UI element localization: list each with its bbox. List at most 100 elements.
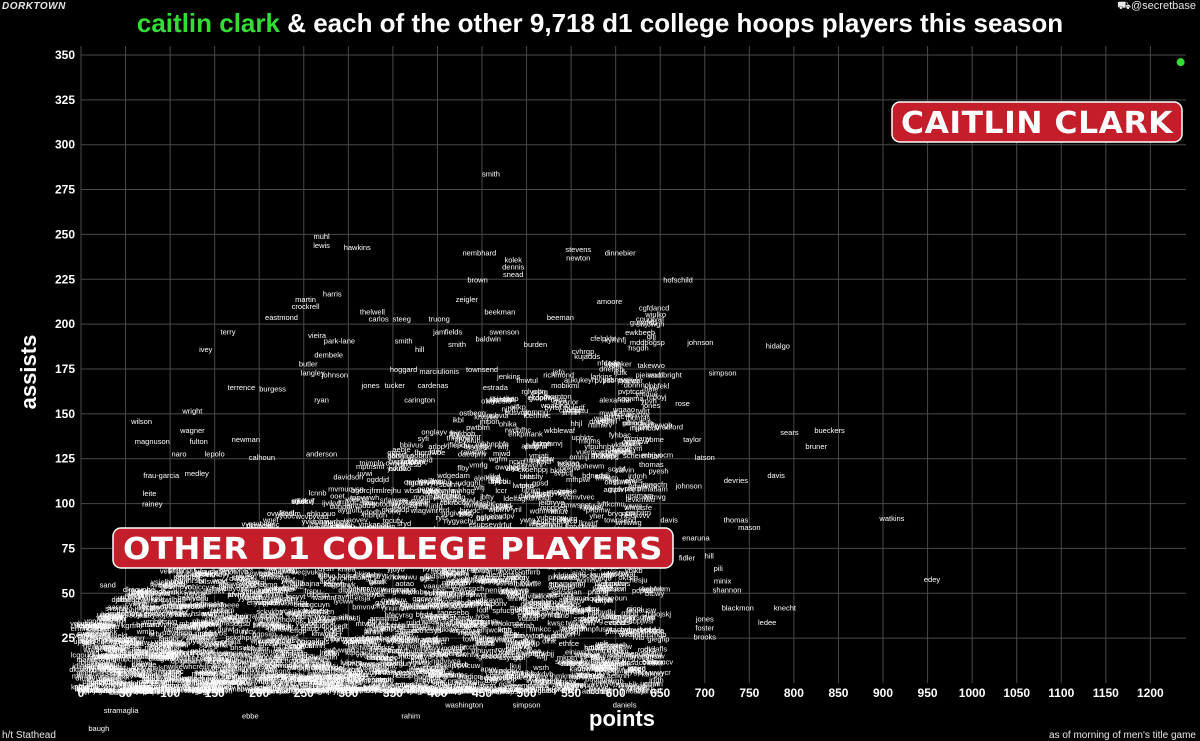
player-mark: erlcwwna [184,600,216,609]
player-mark: eihtj [601,416,615,425]
player-mark: ajjggjnm [444,601,472,610]
player-mark: hvpysrhj [441,570,469,579]
player-mark: pfod [364,683,379,692]
player-mark: nvnijr [615,612,633,621]
player-mark: ohkmbe [138,687,165,696]
player-mark: sryd [397,519,411,528]
player-mark: ehagweb [287,685,317,694]
player-mark: rgfc [160,581,173,590]
player-mark: ftwvmnrk [200,675,230,684]
player-mark: boahs [236,581,257,590]
player-mark: rfwfiltw [437,686,460,695]
player-mark: erbp [149,629,164,638]
player-mark: ktmymlj [193,687,219,696]
player-mark: jtvct [432,637,447,646]
player-mark: nyiseycp [204,638,233,647]
player-mark: nrhocbdh [622,418,653,427]
player-mark: hbusp [393,671,413,680]
player-mark: ovweodlm [267,509,301,518]
player-mark: jyswrs [365,675,387,684]
player-mark: awtte [108,646,126,655]
player-label: thomas [626,413,651,422]
player-mark: hruahk [376,668,399,677]
player-mark: bkkd [550,466,566,475]
player-mark: twsfwaro [348,644,378,653]
player-mark: volth [636,683,652,692]
player-mark: evjkn [79,621,97,630]
y-tick-label: 300 [55,138,75,152]
player-mark: gunnfdb [630,318,657,327]
player-mark: cpdu [453,440,469,449]
player-label: watkins [878,514,904,523]
player-label: fields [445,327,463,336]
player-mark: pwtblm [466,423,490,432]
player-label: fidler [679,553,696,562]
player-mark: cfnk [372,602,386,611]
player-mark: ecusjkjw [487,634,516,643]
player-mark: rgwjdhp [81,635,107,644]
player-mark: gtkrgl [567,680,586,689]
player-mark: whriasfe [623,503,652,512]
player-mark: ygwgjk [408,658,431,667]
player-mark: bwjpcjp [515,639,540,648]
player-mark: ljjeyg [319,572,336,581]
player-mark: ydodh [361,507,381,516]
player-label: sears [780,428,799,437]
player-mark: yvkfpbaj [302,517,330,526]
player-mark: aenhastj [332,613,361,622]
player-mark: fbao [527,646,542,655]
player-mark: jofpevy [252,620,277,629]
player-mark: omdkr [273,622,294,631]
player-mark: iaus [328,682,342,691]
player-mark: enjbedv [556,681,583,690]
player-mark: cvsu [104,622,119,631]
player-mark: pdducdyg [143,672,176,681]
player-mark: ghkmgur [516,649,546,658]
player-mark: khypfy [91,684,113,693]
player-mark: yaifn [583,503,599,512]
player-mark: npbvui [486,411,508,420]
others-callout-text: OTHER D1 COLLEGE PLAYERS [123,532,663,567]
x-tick-label: 550 [561,686,581,700]
player-mark: jwogwh [358,660,384,669]
player-label: townsend [604,516,636,525]
player-mark: fvlb [633,633,645,642]
player-mark: tcdhyvgb [642,420,672,429]
player-mark: nisdbw [145,643,169,652]
player-label: amoore [597,297,622,306]
player-mark: aefknh [607,671,630,680]
player-mark: cgcddnr [393,635,420,644]
player-mark: vsgj [289,641,303,650]
player-mark: viko [505,464,518,473]
player-mark: mthatlam [637,485,668,494]
player-mark: atwg [137,658,153,667]
player-mark: lwdtl [604,360,619,369]
player-mark: rulid [406,618,420,627]
player-mark: kwsc [547,618,564,627]
player-mark: mgnec [161,667,184,676]
player-mark: yaca [546,604,563,613]
player-mark: yvsl [506,589,519,598]
player-mark: kbewe [106,686,128,695]
player-mark: ajoc [319,577,333,586]
player-mark: nnshco [252,662,276,671]
player-mark: ngub [427,662,444,671]
player-mark: goghsk [190,646,214,655]
player-mark: ubtpvnwn [121,593,153,602]
player-mark: bffyfh [595,596,613,605]
player-mark: vchwadj [553,628,580,637]
player-mark: pobnn [410,451,431,460]
player-mark: hcrt [264,673,277,682]
player-mark: cmayo [386,598,408,607]
player-mark: fehipl [370,651,388,660]
player-mark: dkacvobe [123,585,155,594]
player-label: zeigler [456,295,479,304]
player-mark: ruiikesb [395,460,421,469]
player-mark: rncriany [624,434,651,443]
player-mark: ncrrsbgv [400,636,429,645]
player-label: alexander [599,395,632,404]
player-mark: fgkwjo [88,653,109,662]
player-mark: nuwjfsjr [244,644,270,653]
player-mark: pevb [532,517,548,526]
player-mark: lkaklm [101,673,122,682]
